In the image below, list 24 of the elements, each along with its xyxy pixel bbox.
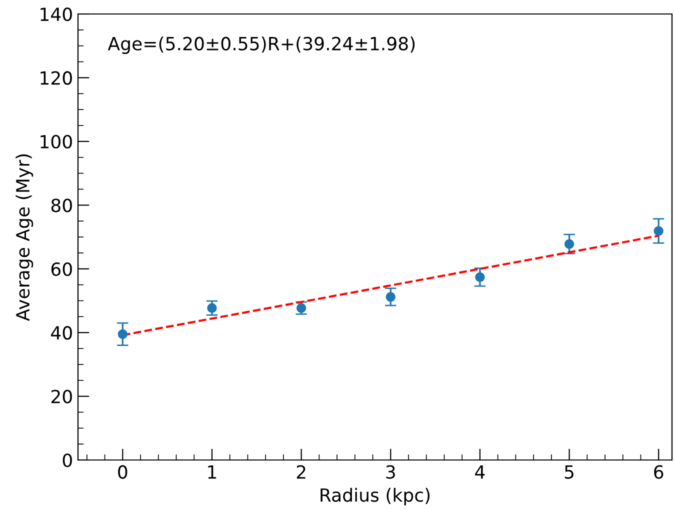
point [386, 292, 396, 302]
y-axis-title: Average Age (Myr) [16, 154, 34, 322]
x-tick-label: 1 [208, 465, 216, 479]
x-axis-title: Radius (kpc) [320, 488, 430, 506]
point [654, 226, 664, 236]
x-tick-label: 0 [118, 465, 128, 479]
x-tick-label: 5 [564, 465, 574, 479]
y-tick-label: 120 [40, 71, 72, 85]
x-tick-label: 6 [654, 465, 664, 479]
y-tick-label: 40 [51, 326, 72, 340]
x-tick-label: 4 [475, 465, 485, 479]
point [118, 329, 128, 340]
y-tick-label: 100 [40, 134, 72, 149]
x-tick-label: 2 [296, 465, 306, 479]
point [564, 239, 574, 249]
y-tick-label: 20 [51, 390, 72, 404]
x-tick-label: 3 [386, 465, 395, 479]
annotation: Age=(5.20±0.55)R+(39.24±1.98) [108, 36, 415, 54]
y-tick-label: 0 [62, 453, 72, 468]
y-tick-label: 60 [51, 262, 72, 276]
point [475, 272, 485, 282]
y-tick-label: 140 [40, 7, 72, 22]
point [207, 303, 217, 313]
y-tick-label: 80 [51, 198, 72, 212]
